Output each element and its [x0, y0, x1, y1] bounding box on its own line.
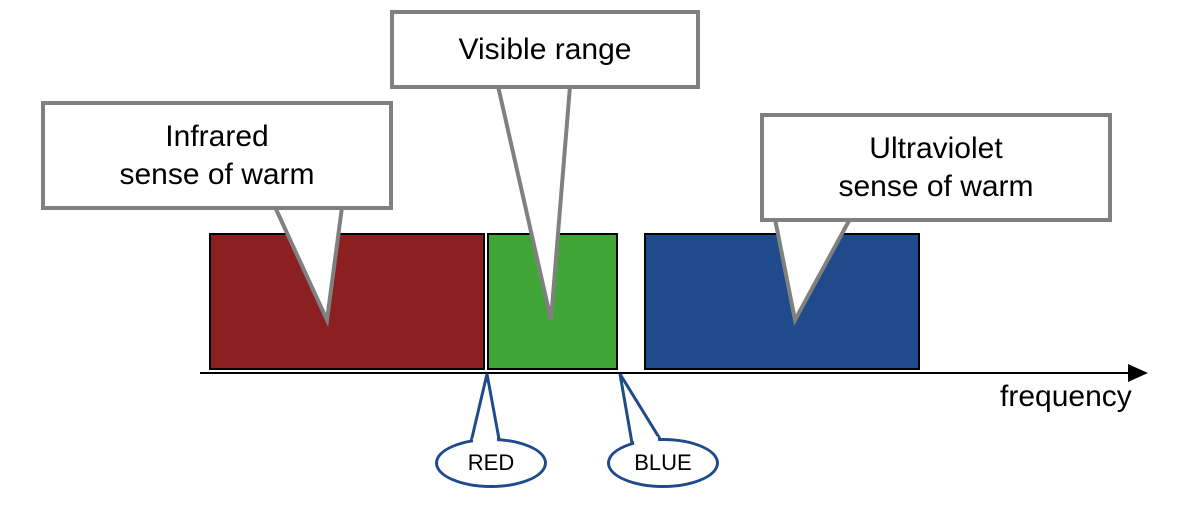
ultraviolet-block [644, 233, 920, 370]
visible-block [487, 233, 618, 370]
ultraviolet-callout: Ultraviolet sense of warm [760, 113, 1112, 222]
frequency-axis-label: frequency [1000, 380, 1132, 414]
blue-label: BLUE [607, 438, 719, 488]
infrared-callout: Infrared sense of warm [41, 101, 393, 210]
infrared-block [209, 233, 485, 370]
spectrum-diagram: Infrared sense of warm Visible range Ult… [0, 0, 1200, 511]
visible-callout: Visible range [390, 10, 700, 89]
red-label: RED [435, 438, 547, 488]
frequency-axis [200, 372, 1140, 374]
